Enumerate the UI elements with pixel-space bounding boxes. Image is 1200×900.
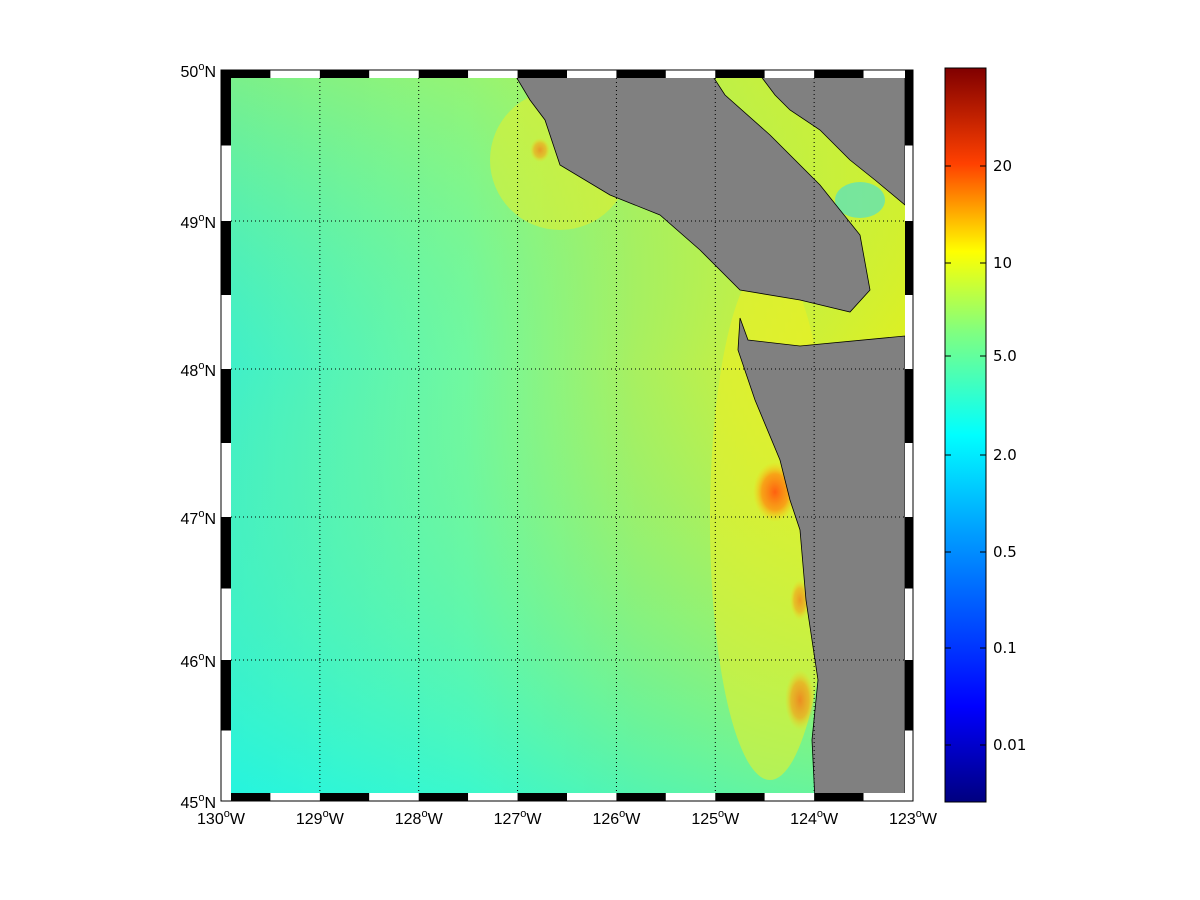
frame-segment <box>905 369 913 443</box>
colorbar-tick-label: 0.01 <box>993 736 1026 754</box>
longitude-label: 126oW <box>592 808 641 828</box>
vancouver-island <box>516 78 871 313</box>
frame-segment <box>221 70 271 78</box>
frame-segment <box>863 70 913 78</box>
colorbar-tick-label: 20 <box>993 157 1012 175</box>
colorbar-tick-label: 10 <box>993 254 1012 272</box>
frame-segment <box>221 730 231 801</box>
frame-segment <box>863 793 913 801</box>
frame-segment <box>814 793 864 801</box>
latitude-label: 48oN <box>181 360 216 380</box>
latitude-label: 45oN <box>181 792 216 812</box>
longitude-label: 129oW <box>296 808 345 828</box>
frame-segment <box>468 793 518 801</box>
longitude-label: 124oW <box>790 808 839 828</box>
frame-segment <box>369 70 419 78</box>
colorbar-gradient <box>944 67 987 803</box>
frame-segment <box>221 588 231 660</box>
latitude-label: 47oN <box>181 508 216 528</box>
colorbar-tick-label: 2.0 <box>993 446 1017 464</box>
mainland-bc <box>761 78 905 206</box>
frame-segment <box>665 70 716 78</box>
frame-segment <box>814 70 864 78</box>
colorbar: 20 10 5.0 2.0 0.5 0.1 0.01 <box>944 67 1026 803</box>
frame-segment <box>418 70 469 78</box>
frame-segment <box>517 70 567 78</box>
frame-segment <box>221 660 231 731</box>
frame-segment <box>221 221 231 295</box>
frame-segment <box>567 70 617 78</box>
longitude-label: 125oW <box>691 808 740 828</box>
latitude-label: 49oN <box>181 212 216 232</box>
graticule <box>231 78 905 793</box>
frame-segment <box>665 793 716 801</box>
frame-segment <box>221 369 231 443</box>
latitude-labels: 50oN 49oN 48oN 47oN 46oN 45oN <box>181 61 216 812</box>
colorbar-tick-label: 5.0 <box>993 347 1017 365</box>
frame-segment <box>905 295 913 369</box>
longitude-label: 123oW <box>889 808 938 828</box>
frame-segment <box>616 70 666 78</box>
frame-segment <box>369 793 419 801</box>
frame-segment <box>764 793 815 801</box>
frame-segment <box>270 793 320 801</box>
frame-segment <box>418 793 469 801</box>
latitude-label: 46oN <box>181 651 216 671</box>
frame-segment <box>905 588 913 660</box>
frame-segment <box>905 443 913 517</box>
frame-segment <box>905 660 913 731</box>
longitude-label: 127oW <box>494 808 543 828</box>
colorbar-tick-label: 0.1 <box>993 639 1017 657</box>
frame-border <box>220 69 914 802</box>
frame-segment <box>221 145 231 221</box>
frame-segment <box>319 793 370 801</box>
frame-segment <box>905 730 913 801</box>
frame-segment <box>905 70 913 146</box>
frame-segment <box>221 70 231 146</box>
longitude-labels: 130oW 129oW 128oW 127oW 126oW 125oW 124oW 123oW <box>197 808 938 828</box>
longitude-label: 130oW <box>197 808 246 828</box>
frame-segment <box>221 517 231 589</box>
colorbar-tick-label: 0.5 <box>993 543 1017 561</box>
checkered-frame <box>220 69 914 802</box>
washington-oregon-coast <box>737 317 905 793</box>
frame-segment <box>270 70 320 78</box>
frame-segment <box>616 793 666 801</box>
frame-segment <box>517 793 567 801</box>
frame-segment <box>567 793 617 801</box>
land <box>516 78 905 793</box>
frame-segment <box>221 793 271 801</box>
frame-segment <box>221 443 231 517</box>
latitude-label: 50oN <box>181 61 216 81</box>
frame-segment <box>905 145 913 221</box>
longitude-label: 128oW <box>395 808 444 828</box>
frame-segment <box>715 70 765 78</box>
frame-segment <box>319 70 370 78</box>
frame-segment <box>468 70 518 78</box>
frame-segment <box>221 295 231 369</box>
frame-segment <box>905 221 913 295</box>
frame-segment <box>715 793 765 801</box>
frame-segment <box>905 517 913 589</box>
frame-segment <box>764 70 815 78</box>
